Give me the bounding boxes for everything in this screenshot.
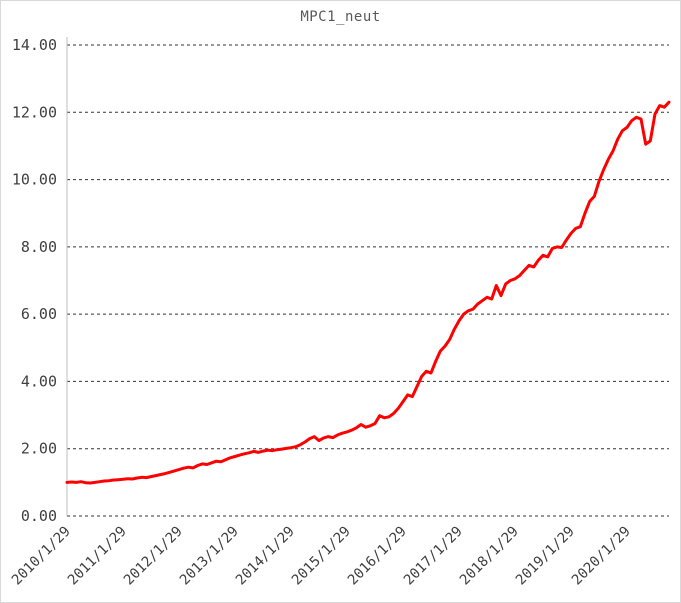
x-tick-label: 2019/1/29 xyxy=(513,524,578,589)
x-tick-label: 2015/1/29 xyxy=(289,524,354,589)
x-tick-label: 2020/1/29 xyxy=(569,524,634,589)
x-tick-label: 2018/1/29 xyxy=(457,524,522,589)
x-tick-label: 2017/1/29 xyxy=(401,524,466,589)
y-tick-label: 6.00 xyxy=(21,305,57,323)
y-tick-label: 10.00 xyxy=(12,171,57,189)
chart-title: MPC1_neut xyxy=(300,9,381,25)
y-tick-label: 12.00 xyxy=(12,103,57,121)
y-tick-label: 2.00 xyxy=(21,440,57,458)
y-tick-label: 0.00 xyxy=(21,507,57,525)
gridlines xyxy=(67,44,669,517)
y-tick-label: 8.00 xyxy=(21,238,57,256)
x-axis-labels: 2010/1/292011/1/292012/1/292013/1/292014… xyxy=(9,524,634,589)
y-axis-labels: 0.00 2.00 4.00 6.00 8.00 10.00 12.00 14.00 xyxy=(12,36,57,525)
y-tick-label: 4.00 xyxy=(21,372,57,390)
y-tick-label: 14.00 xyxy=(12,36,57,54)
x-tick-label: 2014/1/29 xyxy=(233,524,298,589)
x-tick-label: 2013/1/29 xyxy=(177,524,242,589)
x-tick-label: 2016/1/29 xyxy=(345,524,410,589)
series-line-mpc1-neut xyxy=(65,100,671,485)
x-tick-label: 2011/1/29 xyxy=(65,524,130,589)
x-tick-label: 2010/1/29 xyxy=(9,524,74,589)
x-tick-label: 2012/1/29 xyxy=(121,524,186,589)
